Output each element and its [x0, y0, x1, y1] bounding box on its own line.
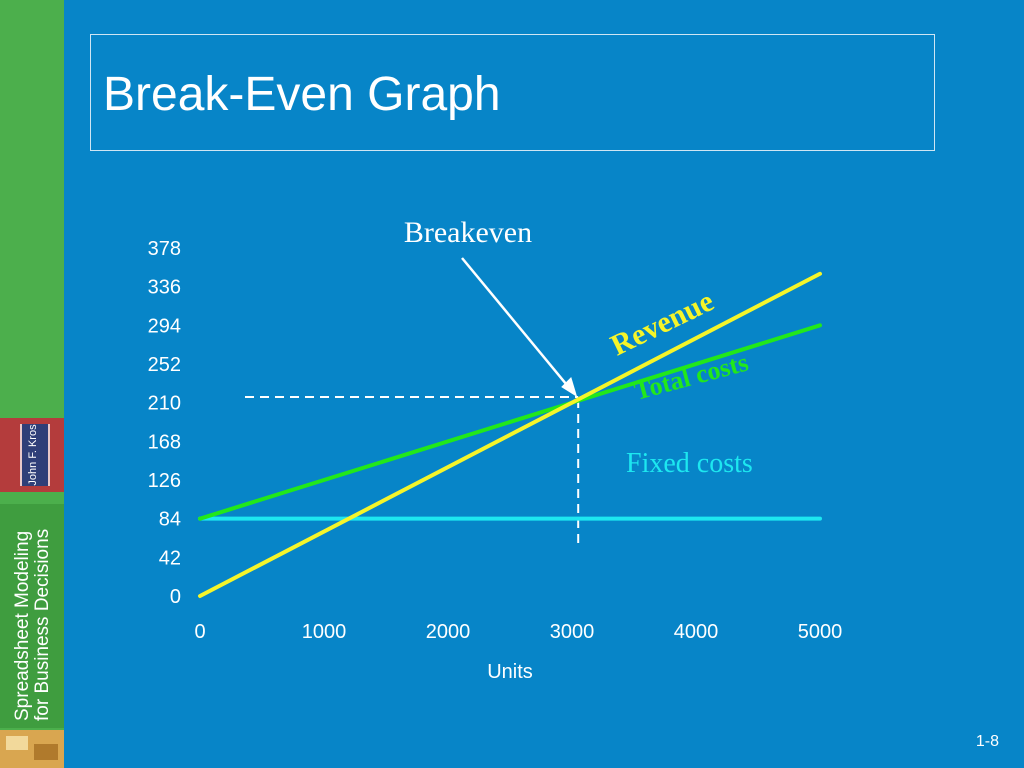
y-tick-label: 252: [148, 354, 181, 376]
breakeven-label: Breakeven: [404, 216, 532, 249]
wood-block: [34, 744, 58, 760]
breakeven-arrow-head: [561, 376, 578, 397]
revenue-line: [198, 271, 822, 598]
y-tick-label: 84: [159, 509, 181, 531]
author-panel: [20, 424, 50, 486]
y-tick-label: 168: [148, 431, 181, 453]
y-tick-label: 210: [148, 393, 181, 415]
title-box: Break-Even Graph: [90, 34, 935, 151]
wood-blocks-image: [0, 730, 64, 768]
y-tick-label: 0: [170, 586, 181, 608]
fixed-costs-label: Fixed costs: [626, 448, 753, 479]
total-costs-label: Total costs: [631, 348, 751, 406]
revenue-label: Revenue: [606, 284, 719, 362]
y-tick-label: 336: [148, 277, 181, 299]
x-tick-label: 0: [194, 621, 205, 643]
x-tick-label: 1000: [302, 621, 347, 643]
breakeven-arrow-shaft: [461, 257, 572, 390]
wood-block: [6, 736, 28, 750]
x-tick-label: 2000: [426, 621, 471, 643]
y-tick-label: 42: [159, 547, 181, 569]
author-band: John F. Kros: [0, 418, 64, 492]
x-tick-label: 3000: [550, 621, 595, 643]
total-costs-line: [198, 323, 822, 521]
y-tick-label: 294: [148, 315, 181, 337]
slide-number: 1-8: [975, 733, 999, 750]
x-tick-label: 5000: [798, 621, 843, 643]
book-cover: John F. Kros Spreadsheet Modeling for Bu…: [0, 418, 64, 728]
y-tick-label: 378: [148, 238, 181, 260]
x-tick-label: 4000: [674, 621, 719, 643]
y-tick-label: 126: [148, 470, 181, 492]
book-title-band: Spreadsheet Modeling for Business Decisi…: [0, 504, 64, 728]
x-axis-title: Units: [487, 661, 533, 683]
slide-title: Break-Even Graph: [103, 68, 501, 121]
sidebar: John F. Kros Spreadsheet Modeling for Bu…: [0, 0, 64, 768]
